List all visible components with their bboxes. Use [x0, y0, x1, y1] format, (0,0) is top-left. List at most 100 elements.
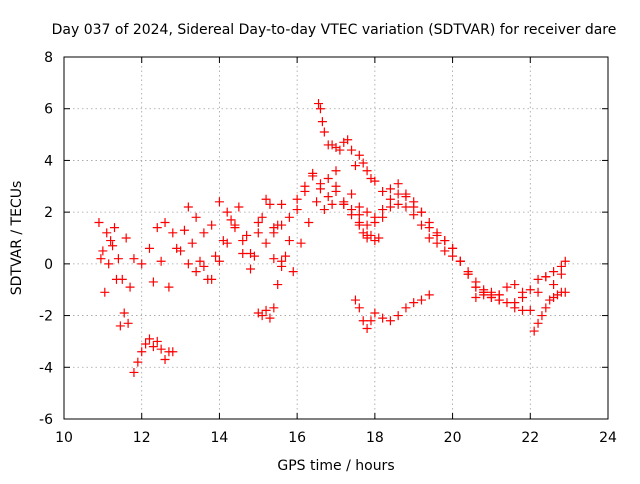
data-point: [393, 311, 403, 321]
data-point: [525, 285, 535, 295]
data-point: [432, 228, 442, 238]
data-point: [273, 280, 283, 290]
data-point: [129, 367, 139, 377]
series-arc-5: [148, 197, 337, 292]
data-point: [354, 202, 364, 212]
data-point: [362, 207, 372, 217]
data-point: [463, 267, 473, 277]
data-point: [448, 243, 458, 253]
data-point: [292, 194, 302, 204]
data-point: [479, 290, 489, 300]
data-point: [187, 238, 197, 248]
data-point: [104, 259, 114, 269]
data-point: [137, 347, 147, 357]
data-point: [168, 347, 178, 357]
data-point: [269, 303, 279, 313]
series-arc-14: [529, 287, 570, 336]
data-point: [549, 280, 559, 290]
data-point: [238, 236, 248, 246]
data-point: [111, 274, 121, 284]
x-tick-label: 18: [366, 430, 384, 446]
y-tick-label: -2: [39, 309, 53, 325]
data-point: [366, 230, 376, 240]
data-point: [358, 316, 368, 326]
data-point: [502, 282, 512, 292]
data-point: [362, 220, 372, 230]
data-point: [424, 223, 434, 233]
data-point: [319, 205, 329, 215]
data-point: [374, 233, 384, 243]
data-point: [253, 217, 263, 227]
data-point: [137, 259, 147, 269]
data-point: [113, 254, 123, 264]
data-point: [292, 205, 302, 215]
data-point: [556, 261, 566, 271]
data-point: [510, 298, 520, 308]
data-point: [102, 228, 112, 238]
data-point: [401, 202, 411, 212]
data-point: [280, 251, 290, 261]
data-point: [234, 202, 244, 212]
x-tick-label: 16: [288, 430, 306, 446]
data-point: [347, 205, 357, 215]
data-point: [335, 145, 345, 155]
data-point: [541, 303, 551, 313]
data-point: [409, 298, 419, 308]
data-points: [94, 99, 570, 377]
data-point: [249, 251, 259, 261]
data-point: [350, 295, 360, 305]
data-point: [277, 261, 287, 271]
data-point: [160, 217, 170, 227]
data-point: [257, 212, 267, 222]
data-point: [518, 292, 528, 302]
data-point: [314, 99, 324, 109]
data-point: [370, 176, 380, 186]
data-point: [416, 220, 426, 230]
data-point: [125, 282, 135, 292]
data-point: [362, 324, 372, 333]
data-point: [284, 212, 294, 222]
data-point: [261, 194, 271, 204]
series-arc-15: [510, 269, 566, 315]
series-arc-11: [350, 290, 434, 333]
data-point: [100, 287, 110, 297]
y-tick-label: 4: [44, 153, 53, 169]
data-point: [440, 236, 450, 246]
data-point: [296, 238, 306, 248]
data-point: [358, 228, 368, 238]
data-point: [110, 223, 120, 233]
data-point: [502, 298, 512, 308]
data-point: [203, 274, 213, 284]
data-point: [238, 249, 248, 259]
data-point: [315, 104, 325, 114]
data-point: [416, 207, 426, 217]
data-point: [370, 308, 380, 318]
data-point: [385, 194, 395, 204]
series-arc-3: [129, 334, 178, 377]
data-point: [319, 127, 329, 137]
data-point: [269, 228, 279, 238]
data-point: [533, 274, 543, 284]
data-point: [354, 210, 364, 220]
data-point: [214, 256, 224, 266]
data-point: [121, 233, 131, 243]
data-point: [257, 311, 267, 321]
data-point: [148, 342, 158, 352]
series-arc-2: [96, 241, 133, 331]
data-point: [347, 189, 357, 199]
data-point: [510, 280, 520, 290]
data-point: [308, 168, 318, 178]
data-point: [378, 313, 388, 323]
data-point: [94, 217, 104, 227]
data-point: [261, 238, 271, 248]
data-point: [195, 256, 205, 266]
data-point: [96, 254, 106, 264]
data-point: [226, 215, 236, 225]
data-point: [331, 166, 341, 176]
data-point: [144, 334, 154, 344]
data-point: [191, 212, 201, 222]
data-point: [378, 205, 388, 215]
data-point: [156, 344, 166, 354]
data-point: [385, 316, 395, 326]
data-point: [533, 287, 543, 297]
